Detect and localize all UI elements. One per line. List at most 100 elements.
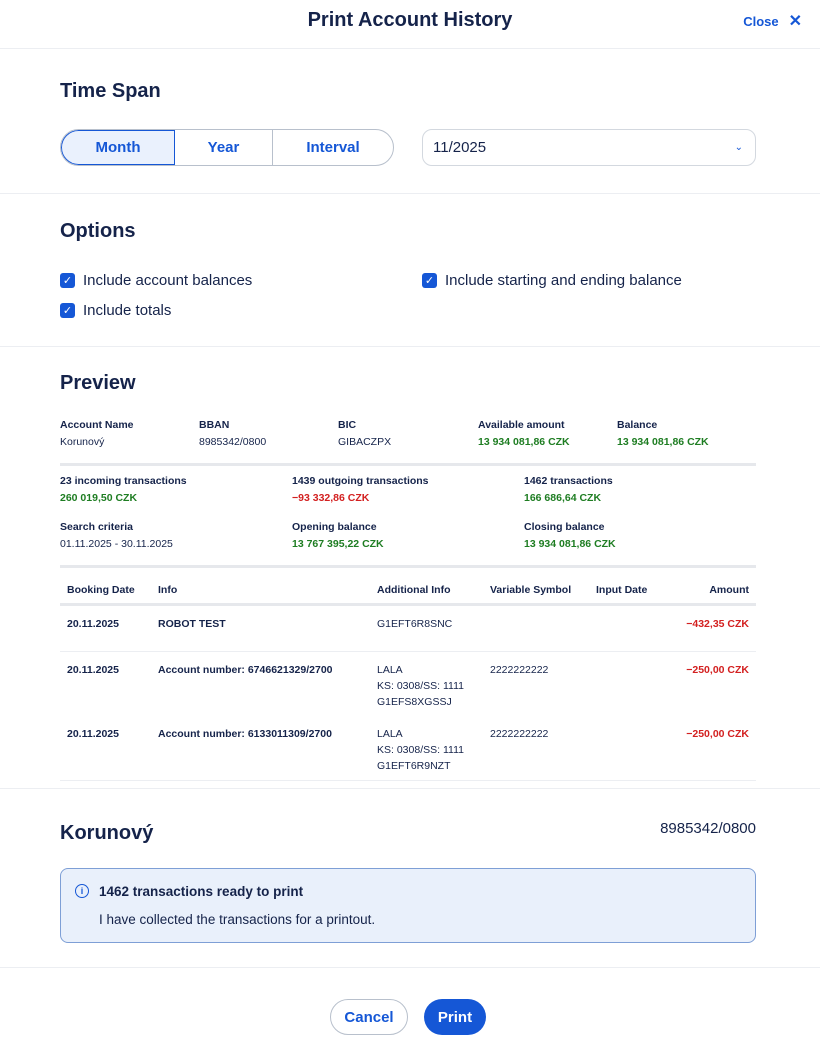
input-date bbox=[589, 715, 666, 781]
additional-info: LALA KS: 0308/SS: 1111 G1EFS8XGSSJ bbox=[370, 651, 483, 716]
account-name-field: Account Name Korunový bbox=[60, 419, 134, 448]
additional-info-line: LALA bbox=[377, 663, 403, 676]
divider bbox=[0, 48, 820, 49]
field-label: 1462 transactions bbox=[524, 475, 613, 487]
checkbox-label: Include starting and ending balance bbox=[445, 272, 682, 289]
field-label: Closing balance bbox=[524, 521, 605, 533]
period-value: 11/2025 bbox=[433, 139, 487, 156]
field-value: 260 019,50 CZK bbox=[60, 492, 138, 504]
field-value: 166 686,64 CZK bbox=[524, 492, 602, 504]
close-label: Close bbox=[743, 13, 779, 29]
checkbox-label: Include totals bbox=[83, 302, 172, 319]
checkbox-label: Include account balances bbox=[83, 272, 253, 289]
input-date bbox=[589, 651, 666, 716]
available-amount-field: Available amount 13 934 081,86 CZK bbox=[478, 419, 570, 448]
field-value: Korunový bbox=[60, 436, 105, 448]
field-label: BIC bbox=[338, 419, 357, 431]
table-row: 20.11.2025 Account number: 6746621329/27… bbox=[60, 651, 756, 716]
column-header: Variable Symbol bbox=[483, 578, 589, 606]
booking-date: 20.11.2025 bbox=[67, 663, 119, 676]
divider bbox=[0, 788, 820, 789]
checkbox-checked-icon: ✓ bbox=[60, 273, 75, 288]
variable-symbol: 2222222222 bbox=[490, 663, 549, 676]
field-value: 8985342/0800 bbox=[199, 436, 267, 448]
divider bbox=[60, 565, 756, 568]
notice-text: I have collected the transactions for a … bbox=[99, 912, 376, 927]
amount: −250,00 CZK bbox=[686, 663, 749, 676]
field-value: 13 767 395,22 CZK bbox=[292, 538, 384, 550]
divider bbox=[0, 346, 820, 347]
variable-symbol: 2222222222 bbox=[483, 715, 589, 781]
closing-balance: Closing balance 13 934 081,86 CZK bbox=[524, 521, 616, 550]
checkbox-checked-icon: ✓ bbox=[60, 303, 75, 318]
additional-info-line: KS: 0308/SS: 1111 bbox=[377, 743, 464, 756]
account-footer-name: Korunový bbox=[60, 822, 154, 844]
field-label: Opening balance bbox=[292, 521, 377, 533]
opening-balance: Opening balance 13 767 395,22 CZK bbox=[292, 521, 384, 550]
divider bbox=[0, 193, 820, 194]
bban-field: BBAN 8985342/0800 bbox=[199, 419, 266, 448]
close-button[interactable]: Close ✕ bbox=[743, 11, 802, 31]
incoming-summary: 23 incoming transactions 260 019,50 CZK bbox=[60, 475, 187, 504]
tab-month[interactable]: Month bbox=[61, 130, 175, 165]
column-header: Input Date bbox=[589, 578, 666, 606]
search-criteria: Search criteria 01.11.2025 - 30.11.2025 bbox=[60, 521, 173, 550]
time-span-heading: Time Span bbox=[60, 80, 161, 102]
column-header: Info bbox=[151, 578, 370, 606]
checkbox-include-account-balances[interactable]: ✓ Include account balances bbox=[60, 272, 252, 289]
checkbox-include-totals[interactable]: ✓ Include totals bbox=[60, 302, 171, 319]
amount: −250,00 CZK bbox=[665, 715, 756, 781]
variable-symbol bbox=[483, 604, 589, 652]
transactions-table: Booking Date Info Additional Info Variab… bbox=[60, 578, 756, 781]
field-value: 13 934 081,86 CZK bbox=[524, 538, 616, 550]
field-value: −93 332,86 CZK bbox=[292, 492, 370, 504]
account-footer-number: 8985342/0800 bbox=[660, 820, 756, 837]
booking-date: 20.11.2025 bbox=[60, 715, 151, 781]
field-label: Account Name bbox=[60, 419, 134, 431]
period-select[interactable]: 11/2025 ⌄ bbox=[422, 129, 756, 166]
additional-info-line: LALA bbox=[377, 727, 403, 740]
amount: −432,35 CZK bbox=[665, 604, 756, 652]
additional-info-line: KS: 0308/SS: 1111 bbox=[377, 679, 464, 692]
additional-info-line: G1EFT6R9NZT bbox=[377, 759, 451, 772]
field-value: 13 934 081,86 CZK bbox=[617, 436, 709, 448]
column-header: Amount bbox=[665, 578, 756, 606]
field-label: BBAN bbox=[199, 419, 230, 431]
field-value: 13 934 081,86 CZK bbox=[478, 436, 570, 448]
field-label: Balance bbox=[617, 419, 658, 431]
close-icon: ✕ bbox=[788, 13, 802, 30]
notice-title: 1462 transactions ready to print bbox=[99, 884, 304, 899]
field-value: GIBACZPX bbox=[338, 436, 392, 448]
checkbox-include-starting-ending-balance[interactable]: ✓ Include starting and ending balance bbox=[422, 272, 682, 289]
tab-year[interactable]: Year bbox=[175, 130, 273, 165]
additional-info: G1EFT6R8SNC bbox=[370, 604, 483, 652]
field-value: 01.11.2025 - 30.11.2025 bbox=[60, 538, 173, 550]
time-span-segmented-control: Month Year Interval bbox=[60, 129, 394, 166]
table-row: 20.11.2025 Account number: 6133011309/27… bbox=[60, 715, 756, 781]
divider bbox=[0, 967, 820, 968]
info-notice: i 1462 transactions ready to print I hav… bbox=[60, 868, 756, 943]
outgoing-summary: 1439 outgoing transactions −93 332,86 CZK bbox=[292, 475, 429, 504]
info: ROBOT TEST bbox=[151, 604, 370, 652]
cancel-button[interactable]: Cancel bbox=[330, 999, 408, 1035]
info: Account number: 6746621329/2700 bbox=[158, 663, 333, 676]
info-icon: i bbox=[75, 884, 89, 898]
additional-info-line: G1EFS8XGSSJ bbox=[377, 695, 452, 708]
table-header: Booking Date Info Additional Info Variab… bbox=[60, 578, 756, 606]
balance-field: Balance 13 934 081,86 CZK bbox=[617, 419, 709, 448]
additional-info: LALA KS: 0308/SS: 1111 G1EFT6R9NZT bbox=[370, 715, 483, 781]
column-header: Booking Date bbox=[60, 578, 151, 606]
field-label: Available amount bbox=[478, 419, 565, 431]
input-date bbox=[589, 604, 666, 652]
field-label: 1439 outgoing transactions bbox=[292, 475, 429, 487]
total-summary: 1462 transactions 166 686,64 CZK bbox=[524, 475, 613, 504]
options-heading: Options bbox=[60, 220, 136, 242]
additional-info-line: G1EFT6R8SNC bbox=[377, 617, 453, 630]
tab-interval[interactable]: Interval bbox=[306, 139, 360, 156]
chevron-down-icon: ⌄ bbox=[734, 142, 743, 153]
dialog-title: Print Account History bbox=[307, 9, 513, 31]
print-button[interactable]: Print bbox=[424, 999, 486, 1035]
column-header: Additional Info bbox=[370, 578, 483, 606]
preview-heading: Preview bbox=[60, 372, 136, 394]
field-label: 23 incoming transactions bbox=[60, 475, 187, 487]
